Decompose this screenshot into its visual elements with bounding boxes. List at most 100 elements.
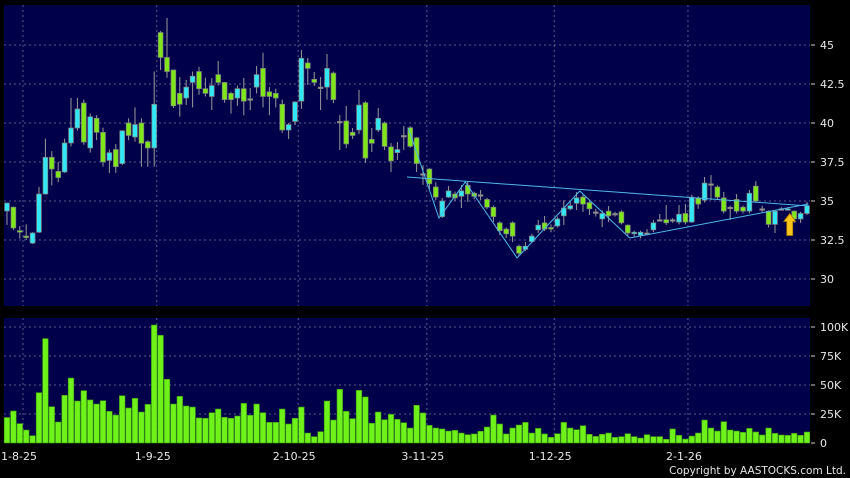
- volume-bar: [471, 433, 478, 444]
- candle: [36, 186, 42, 233]
- candle-body: [388, 146, 394, 162]
- up-arrow-icon: [782, 212, 797, 236]
- volume-bar: [202, 417, 209, 444]
- candle: [586, 201, 593, 216]
- candle-body: [196, 71, 202, 90]
- candle: [285, 123, 292, 139]
- candle: [337, 115, 343, 150]
- volume-bar: [221, 417, 228, 444]
- volume-bar: [720, 421, 727, 444]
- volume-bar: [611, 437, 619, 444]
- volume-bar: [362, 396, 369, 444]
- candle: [145, 140, 151, 167]
- volume-bar: [323, 400, 331, 444]
- volume-tick-label: 50K: [820, 379, 842, 392]
- candle: [298, 49, 305, 109]
- volume-bar: [355, 390, 363, 444]
- candle: [113, 144, 119, 173]
- candle-body: [145, 141, 151, 149]
- candle: [273, 88, 279, 108]
- volume-bar: [208, 412, 215, 444]
- volume-bar: [381, 419, 388, 444]
- volume-bar: [375, 411, 382, 444]
- candle-body: [413, 137, 420, 164]
- volume-bar: [528, 432, 535, 444]
- candle: [279, 99, 285, 133]
- candle-body: [701, 182, 708, 201]
- candle-body: [132, 124, 138, 138]
- volume-bar: [727, 429, 734, 444]
- candle: [554, 216, 561, 228]
- date-tick-label: 1-8-25: [1, 450, 37, 463]
- candle: [311, 71, 317, 87]
- volume-bar: [170, 403, 177, 444]
- volume-bar: [803, 431, 811, 444]
- volume-bar: [336, 388, 343, 444]
- volume-bar: [163, 379, 171, 444]
- volume-bar: [515, 424, 523, 444]
- candle: [17, 225, 23, 239]
- candle: [183, 79, 189, 106]
- volume-bar: [311, 436, 318, 444]
- candle: [708, 174, 714, 201]
- volume-bar: [227, 417, 235, 444]
- candle: [215, 61, 221, 86]
- candle-body: [772, 210, 778, 225]
- candle-body: [221, 82, 228, 100]
- volume-bar: [669, 428, 676, 444]
- volume-bar: [29, 435, 36, 444]
- volume-bar: [189, 406, 196, 444]
- candle-body: [797, 213, 804, 220]
- volume-bar: [509, 427, 516, 444]
- volume-bar: [157, 335, 164, 444]
- candle-body: [23, 235, 29, 238]
- candle-body: [554, 218, 561, 227]
- candle: [650, 220, 657, 233]
- candle-body: [119, 130, 125, 164]
- candle-body: [586, 202, 593, 210]
- candle: [439, 198, 445, 219]
- volume-tick-label: 100K: [820, 321, 849, 334]
- candle: [676, 205, 682, 225]
- price-tick-label: 35: [820, 195, 834, 208]
- candle-body: [394, 149, 401, 153]
- volume-bar: [74, 400, 81, 444]
- candle: [247, 88, 253, 111]
- candle-body: [279, 103, 285, 131]
- volume-bar: [483, 426, 491, 444]
- candle-body: [42, 156, 49, 195]
- volume-bar: [650, 436, 657, 444]
- volume-bar: [496, 423, 503, 444]
- candle: [753, 181, 759, 203]
- volume-bar: [80, 390, 87, 444]
- candle: [189, 71, 196, 108]
- candles: [4, 18, 810, 257]
- volume-bar: [23, 429, 30, 444]
- candle-body: [285, 124, 292, 131]
- candle-body: [305, 62, 311, 69]
- volume-bar: [125, 407, 132, 444]
- candle-body: [669, 219, 676, 222]
- candle-body: [74, 108, 81, 129]
- volume-bar: [285, 423, 292, 444]
- price-tick-label: 45: [820, 39, 834, 52]
- volume-bar: [445, 430, 452, 444]
- candle: [458, 184, 465, 209]
- volume-bar: [87, 399, 94, 444]
- candle-body: [567, 205, 573, 210]
- volume-bar: [631, 436, 638, 444]
- candle-body: [785, 208, 791, 211]
- date-tick-label: 2-10-25: [273, 450, 316, 463]
- candle-body: [375, 117, 381, 131]
- candle-body: [484, 199, 490, 208]
- candle-body: [253, 74, 260, 88]
- volume-bar: [131, 398, 139, 444]
- candle: [663, 205, 669, 226]
- candle-body: [535, 224, 541, 231]
- price-panel: [4, 5, 810, 306]
- candle-body: [612, 213, 618, 216]
- candle: [381, 121, 388, 150]
- candle: [177, 76, 183, 117]
- volume-bar: [682, 438, 689, 444]
- candle-body: [599, 213, 605, 220]
